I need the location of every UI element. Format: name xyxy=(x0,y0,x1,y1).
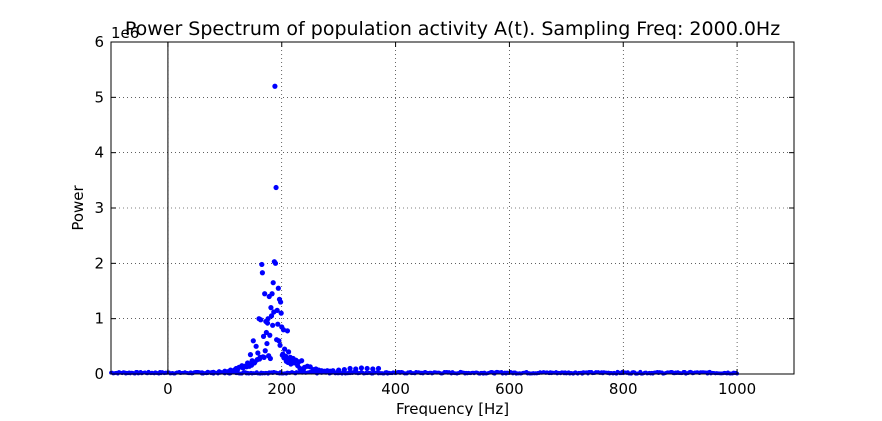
data-point xyxy=(267,355,273,362)
data-point xyxy=(247,352,254,358)
data-point xyxy=(276,338,282,344)
data-point xyxy=(258,317,264,323)
y-tick-label: 4 xyxy=(94,144,104,162)
data-point xyxy=(262,348,268,354)
data-point xyxy=(225,369,231,375)
data-point xyxy=(330,368,336,374)
data-point xyxy=(364,365,370,372)
data-point xyxy=(251,360,258,366)
data-point xyxy=(275,321,281,327)
chart-title: Power Spectrum of population activity A(… xyxy=(125,18,780,40)
y-tick-label: 1 xyxy=(94,310,104,328)
x-tick-label: 0 xyxy=(163,380,173,398)
y-tick-label: 5 xyxy=(94,88,104,106)
data-point xyxy=(250,338,256,344)
data-point xyxy=(288,361,294,367)
data-point xyxy=(273,184,279,191)
data-point xyxy=(375,365,382,372)
x-tick-label: 1000 xyxy=(718,380,756,398)
data-point xyxy=(275,285,281,291)
data-point xyxy=(278,310,284,316)
x-tick-label: 800 xyxy=(609,380,638,398)
data-point xyxy=(353,366,359,372)
data-point xyxy=(272,260,279,266)
data-point xyxy=(253,343,259,349)
data-point xyxy=(264,320,271,326)
data-point xyxy=(264,340,270,347)
y-tick-label: 0 xyxy=(94,365,104,383)
data-point xyxy=(261,354,267,360)
data-point xyxy=(347,365,353,372)
data-point xyxy=(262,291,268,297)
data-point xyxy=(266,293,272,300)
data-point xyxy=(259,261,265,268)
data-point xyxy=(277,342,283,348)
data-point xyxy=(234,367,240,373)
x-tick-label: 600 xyxy=(495,380,524,398)
grid xyxy=(111,41,794,375)
data-point xyxy=(280,327,287,333)
x-tick-label: 200 xyxy=(267,380,296,398)
data-point xyxy=(341,366,347,373)
data-point xyxy=(300,366,306,372)
data-points xyxy=(199,83,382,376)
data-point xyxy=(370,366,376,372)
axis-ticks: 0 200 400 600 800 1000 0 1 2 3 4 5 6 xyxy=(94,33,794,398)
data-point xyxy=(278,299,284,305)
y-axis-label: Power xyxy=(69,184,87,230)
y-tick-label: 6 xyxy=(94,33,104,51)
data-point xyxy=(199,370,205,376)
data-point xyxy=(255,350,261,356)
data-point xyxy=(270,322,276,328)
data-point xyxy=(268,305,274,311)
data-point xyxy=(281,346,288,352)
data-point xyxy=(270,280,276,286)
data-point xyxy=(358,365,365,371)
data-point xyxy=(246,363,252,369)
data-point xyxy=(284,328,291,334)
data-point xyxy=(299,358,305,364)
y-axis-offset-label: 1e6 xyxy=(111,24,139,42)
data-point xyxy=(216,369,222,375)
y-tick-label: 3 xyxy=(94,199,104,217)
x-axis-label: Frequency [Hz] xyxy=(396,400,509,416)
x-tick-label: 400 xyxy=(381,380,410,398)
data-point xyxy=(272,83,278,89)
data-point xyxy=(285,349,292,355)
data-point xyxy=(260,333,267,339)
data-point xyxy=(259,270,265,276)
data-point xyxy=(336,367,342,373)
data-point xyxy=(267,332,273,338)
y-tick-label: 2 xyxy=(94,254,104,272)
data-point xyxy=(274,307,280,313)
